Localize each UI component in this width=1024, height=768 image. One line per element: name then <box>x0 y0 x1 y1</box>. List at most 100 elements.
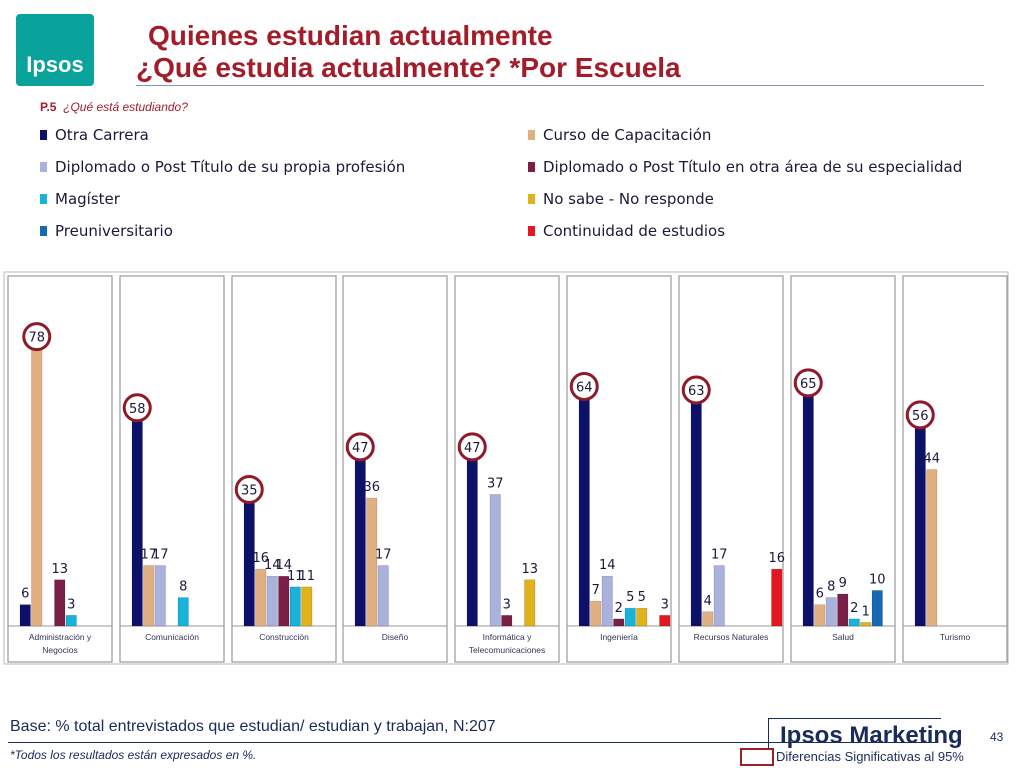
bar <box>837 593 849 627</box>
data-label: 17 <box>140 548 157 563</box>
legend-label: No sabe - No responde <box>543 190 714 208</box>
legend-item: No sabe - No responde <box>528 190 714 208</box>
data-label: 78 <box>28 331 45 346</box>
data-label: 6 <box>21 587 29 602</box>
legend-item: Preuniversitario <box>40 222 173 240</box>
significance-circle <box>793 368 823 398</box>
question-text: ¿Qué está estudiando? <box>63 100 188 114</box>
chart-legend: Otra Carrera Curso de Capacitación Diploma… <box>40 126 1000 256</box>
data-label: 14 <box>264 558 281 573</box>
legend-item: Continuidad de estudios <box>528 222 725 240</box>
title-divider <box>136 85 984 86</box>
data-label: 1 <box>862 604 870 619</box>
bar <box>871 590 883 627</box>
data-label: 47 <box>352 441 369 456</box>
chart-frame <box>3 271 1009 665</box>
significance-circle <box>22 322 52 352</box>
bar <box>713 565 725 627</box>
legend-item: Otra Carrera <box>40 126 149 144</box>
legend-swatch <box>528 194 535 204</box>
bar <box>466 458 478 627</box>
brand-frame <box>768 718 941 749</box>
ipsos-logo: Ipsos <box>16 14 94 86</box>
data-label: 7 <box>592 583 600 598</box>
bar <box>301 586 313 627</box>
category-label: Turismo <box>940 632 971 642</box>
bar <box>771 568 783 627</box>
significance-circle <box>569 371 599 401</box>
significance-circle <box>905 400 935 430</box>
category-label: Negocios <box>42 645 77 655</box>
legend-label: Diplomado o Post Título en otra área de … <box>543 158 963 176</box>
bar <box>177 597 189 627</box>
data-label: 16 <box>252 551 269 566</box>
legend-item: Magíster <box>40 190 120 208</box>
legend-swatch <box>40 226 47 236</box>
legend-swatch <box>528 130 535 140</box>
data-label: 5 <box>638 590 646 605</box>
bar <box>926 469 938 627</box>
data-label: 6 <box>816 587 824 602</box>
bar <box>590 600 602 627</box>
significance-circle <box>345 432 375 462</box>
bar <box>825 597 837 627</box>
legend-label: Otra Carrera <box>55 126 149 144</box>
bar <box>501 615 513 627</box>
significance-key-box <box>740 748 774 766</box>
category-label: Administración y <box>29 632 92 642</box>
legend-label: Diplomado o Post Título de su propia pro… <box>55 158 406 176</box>
question-label: P.5 ¿Qué está estudiando? <box>40 100 188 114</box>
data-label: 8 <box>827 580 835 595</box>
bar <box>578 398 590 627</box>
data-label: 3 <box>503 597 511 612</box>
data-label: 65 <box>800 377 817 392</box>
footer-divider <box>8 742 938 743</box>
category-label: Diseño <box>382 632 409 642</box>
data-label: 13 <box>521 562 538 577</box>
legend-swatch <box>40 194 47 204</box>
category-label: Telecomunicaciones <box>469 645 546 655</box>
bar <box>690 401 702 627</box>
legend-label: Magíster <box>55 190 120 208</box>
data-label: 14 <box>275 558 292 573</box>
bar <box>802 394 814 627</box>
data-label: 9 <box>839 576 847 591</box>
data-label: 36 <box>363 480 380 495</box>
bar <box>860 622 872 627</box>
data-label: 2 <box>850 601 858 616</box>
data-label: 64 <box>576 380 593 395</box>
data-label: 37 <box>487 476 504 491</box>
data-label: 10 <box>869 572 886 587</box>
legend-swatch <box>528 162 535 172</box>
legend-item: Curso de Capacitación <box>528 126 711 144</box>
bar <box>65 615 77 627</box>
bar <box>659 615 671 627</box>
bar <box>143 565 155 627</box>
category-label: Salud <box>832 632 854 642</box>
data-label: 17 <box>711 548 728 563</box>
data-label: 17 <box>375 548 392 563</box>
data-label: 2 <box>615 601 623 616</box>
category-label: Recursos Naturales <box>694 632 769 642</box>
data-label: 58 <box>129 402 146 417</box>
logo-text: Ipsos <box>26 52 84 77</box>
page-number: 43 <box>990 730 1004 744</box>
question-code: P.5 <box>40 100 57 114</box>
legend-swatch <box>528 226 535 236</box>
significance-circle <box>457 432 487 462</box>
bar <box>266 575 278 627</box>
data-label: 47 <box>464 441 481 456</box>
data-label: 63 <box>688 384 705 399</box>
category-label: Ingeniería <box>600 632 638 642</box>
data-label: 44 <box>923 452 940 467</box>
brand-name: Ipsos Marketing <box>780 722 963 749</box>
legend-swatch <box>40 130 47 140</box>
results-note: *Todos los resultados están expresados e… <box>10 748 257 762</box>
bar <box>377 565 389 627</box>
legend-item: Diplomado o Post Título de su propia pro… <box>40 158 405 176</box>
bar <box>524 579 536 627</box>
data-label: 11 <box>287 569 304 584</box>
significance-key-label: Diferencias Significativas al 95% <box>776 749 964 764</box>
bar <box>54 579 66 627</box>
data-label: 3 <box>661 597 669 612</box>
